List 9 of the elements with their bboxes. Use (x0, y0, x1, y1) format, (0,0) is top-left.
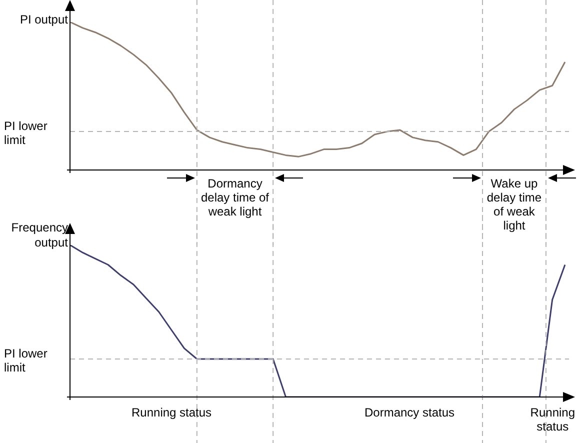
y-axis-title: Frequency output (11, 220, 69, 250)
text: Wake up delay time of weak light (486, 176, 542, 232)
text: Running status (132, 405, 212, 420)
ref-line-label: PI lower limit (4, 346, 48, 374)
text: Dormancy status (364, 405, 455, 420)
ref-line-label: PI lower limit (4, 118, 48, 147)
y-axis-title: PI output (20, 12, 69, 26)
text: Dormancy delay time of weak light (200, 176, 270, 218)
text: Running status (530, 405, 575, 434)
